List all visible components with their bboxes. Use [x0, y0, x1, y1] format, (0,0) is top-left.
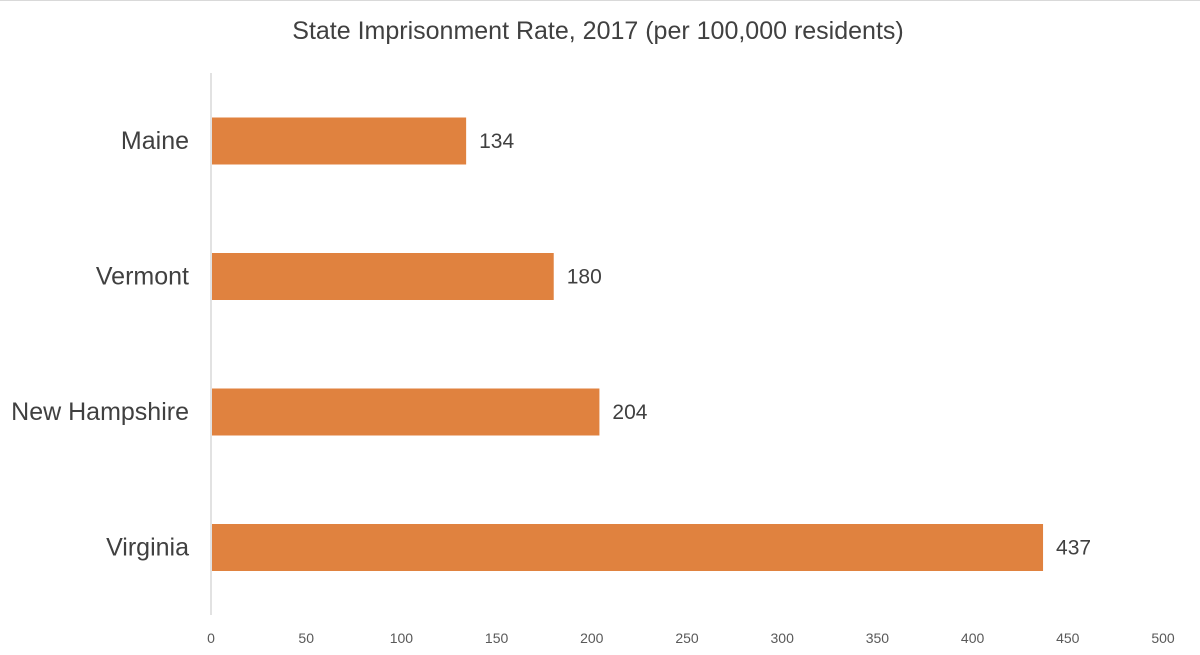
bar	[212, 524, 1044, 571]
category-label: Virginia	[106, 534, 189, 562]
x-tick-label: 450	[1056, 630, 1080, 646]
x-tick-label: 250	[675, 630, 699, 646]
bar	[212, 117, 467, 165]
x-tick-label: 100	[390, 630, 414, 646]
x-tick-label: 50	[298, 630, 314, 646]
category-label: New Hampshire	[11, 398, 189, 426]
x-tick-label: 350	[866, 630, 890, 646]
bar	[212, 253, 554, 300]
x-tick-label: 150	[485, 630, 509, 646]
data-label: 437	[1056, 537, 1091, 560]
category-label: Maine	[121, 127, 189, 155]
chart-title: State Imprisonment Rate, 2017 (per 100,0…	[292, 17, 904, 45]
x-tick-label: 0	[207, 630, 215, 646]
x-tick-label: 300	[771, 630, 795, 646]
data-label: 134	[479, 130, 514, 153]
x-tick-label: 200	[580, 630, 604, 646]
category-label: Vermont	[96, 263, 189, 291]
data-label: 204	[612, 401, 647, 424]
bar	[212, 388, 600, 436]
data-label: 180	[567, 266, 602, 289]
x-tick-label: 500	[1151, 630, 1175, 646]
x-tick-label: 400	[961, 630, 985, 646]
